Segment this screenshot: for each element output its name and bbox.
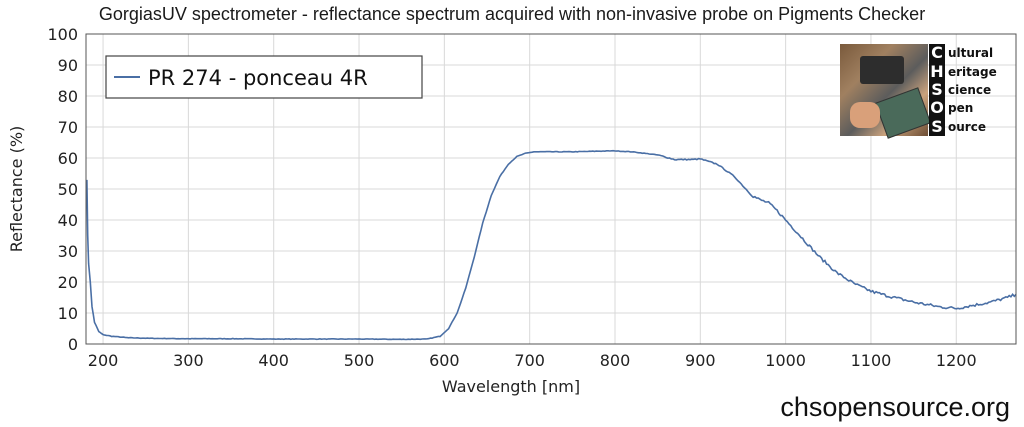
x-tick-label: 600 [429, 351, 460, 370]
y-axis-label: Reflectance (%) [7, 126, 26, 253]
y-tick-label: 50 [58, 180, 78, 199]
x-tick-label: 1000 [765, 351, 806, 370]
y-tick-label: 30 [58, 242, 78, 261]
y-tick-label: 40 [58, 211, 78, 230]
x-tick-label: 200 [88, 351, 119, 370]
logo-photo [840, 44, 932, 139]
legend-label: PR 274 - ponceau 4R [148, 66, 368, 90]
y-tick-label: 80 [58, 87, 78, 106]
x-tick-label: 400 [258, 351, 289, 370]
footer-url[interactable]: chsopensource.org [780, 392, 1010, 422]
logo-words: ultural eritage cience pen ource [948, 46, 997, 134]
y-tick-label: 90 [58, 56, 78, 75]
y-tick-label: 20 [58, 273, 78, 292]
x-tick-label: 1200 [936, 351, 977, 370]
x-axis-label: Wavelength [nm] [442, 377, 580, 396]
legend: PR 274 - ponceau 4R [105, 55, 423, 99]
tick-labels: 200 300 400 500 600 700 800 900 1000 1100 1200 0 10 2… [47, 25, 976, 370]
legend-box [105, 55, 423, 99]
y-tick-label: 70 [58, 118, 78, 137]
x-tick-label: 800 [600, 351, 631, 370]
chart-title: GorgiasUV spectrometer - reflectance spe… [98, 4, 926, 24]
x-tick-label: 300 [173, 351, 204, 370]
y-tick-label: 100 [47, 25, 78, 44]
series-line-pr274 [86, 149, 1017, 341]
x-tick-label: 700 [514, 351, 545, 370]
y-tick-label: 10 [58, 304, 78, 323]
x-tick-label: 1100 [851, 351, 892, 370]
x-tick-label: 900 [685, 351, 716, 370]
plot-frame [85, 33, 1017, 345]
y-tick-label: 0 [68, 335, 78, 354]
y-tick-label: 60 [58, 149, 78, 168]
x-tick-label: 500 [344, 351, 375, 370]
